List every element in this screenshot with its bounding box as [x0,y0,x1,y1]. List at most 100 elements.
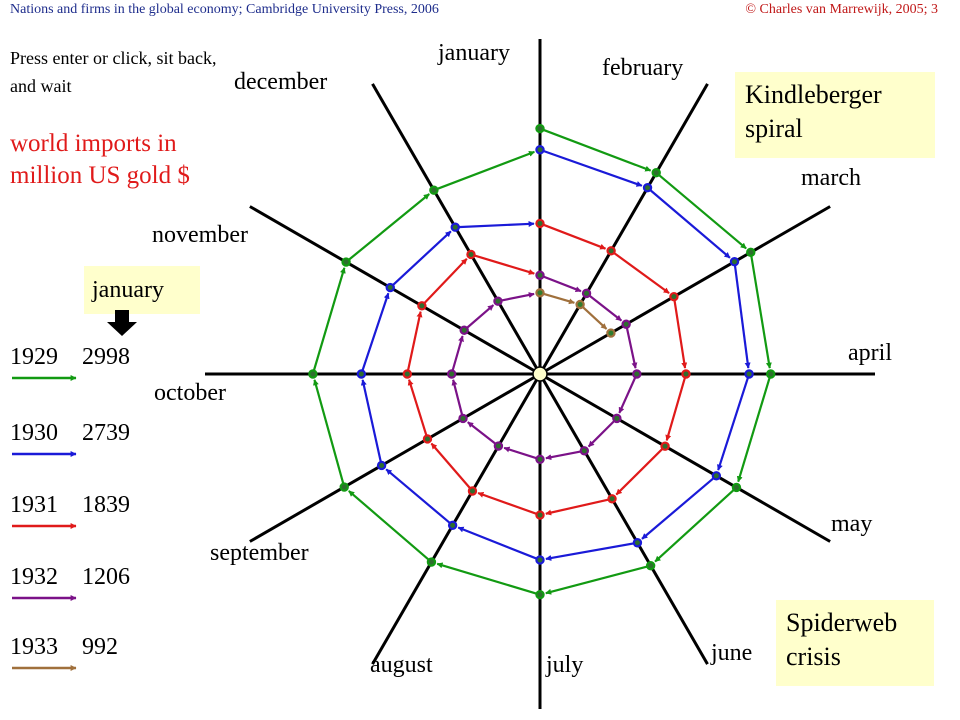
segment-1930-0 [539,148,643,187]
legend-row-1931: 1931 1839 [10,492,130,519]
point-1930-december [450,222,460,232]
segment-1930-3 [716,373,751,471]
point-1929-june [645,560,656,571]
series-1931 [402,218,691,520]
point-1929-february [651,167,661,178]
chart-title: world imports in million US gold $ [10,130,190,189]
month-label-august: august [370,652,433,678]
legend-value: 1839 [82,492,130,518]
legend-value: 992 [82,634,118,660]
legend-year: 1933 [10,634,58,660]
point-1929-october [308,369,318,379]
point-1930-november [385,282,395,293]
point-1931-january [535,218,545,229]
legend-row-1933: 1933 992 [10,634,118,661]
segment-1929-3 [736,373,772,483]
spiderweb-box: Spiderweb crisis [776,600,934,686]
instructions-text: Press enter or click, sit back, and wait [10,48,217,96]
segment-1930-5 [545,541,638,561]
segment-1930-10 [389,230,452,289]
series-1932 [446,270,642,465]
segment-1930-4 [641,474,718,540]
point-1930-march [729,257,740,267]
segment-1932-3 [618,373,638,414]
point-1933-january [535,288,545,298]
point-1932-september [458,413,468,424]
spoke-august [371,373,542,665]
month-label-july: july [546,652,584,678]
point-1929-may [731,482,742,493]
legend-row-1932: 1932 1206 [10,564,130,591]
point-1930-june [632,538,643,548]
point-1929-january [535,123,545,134]
segment-1929-10 [345,193,430,263]
segment-1932-1 [585,292,623,322]
segment-1931-0 [539,222,607,250]
segment-1929-9 [311,267,346,375]
down-arrow-icon [107,310,137,336]
month-label-january: january [438,40,510,66]
point-1929-december [429,185,439,195]
segment-1929-5 [545,564,651,595]
segment-1932-9 [450,335,464,375]
segment-1933-1 [579,303,608,330]
segment-1931-2 [672,296,688,369]
point-1930-july [535,555,545,565]
segment-1931-9 [406,311,423,375]
series-1930 [356,145,754,565]
segment-1932-4 [587,417,618,448]
spoke-march [539,205,831,376]
point-1932-july [535,454,545,465]
segment-1931-6 [477,491,541,517]
point-1932-january [535,270,545,280]
center-point [532,366,548,382]
segment-1932-8 [451,379,465,419]
segment-1932-11 [497,292,535,303]
segment-1932-5 [545,449,585,461]
segment-1929-1 [655,171,747,250]
point-1931-march [669,291,679,302]
month-label-june: june [711,640,753,666]
legend-value: 1206 [82,564,130,590]
segment-1930-8 [360,379,383,466]
segment-1931-5 [545,497,613,516]
legend-year: 1930 [10,420,58,446]
segment-1931-4 [615,445,666,496]
point-1930-october [356,369,367,379]
segment-1929-7 [348,490,433,563]
segment-1930-11 [455,220,535,229]
point-1932-november [459,325,469,335]
segment-1931-7 [430,442,474,492]
month-label-november: november [152,222,248,248]
spoke-february [538,83,709,375]
point-1932-december [493,296,503,306]
segment-1929-6 [436,562,541,596]
header-citation: Nations and firms in the global economy;… [10,2,439,17]
spoke-september [249,372,541,543]
point-1932-august [493,441,504,451]
point-1929-november [341,257,351,267]
segment-1930-2 [733,261,751,369]
series-1929 [308,123,776,600]
legend-row-1930: 1930 2739 [10,420,130,447]
point-1933-march [606,328,616,338]
point-1931-december [466,249,476,260]
legend-year: 1931 [10,492,58,518]
spoke-june [538,373,709,665]
segment-1931-8 [407,379,429,440]
month-label-september: september [210,540,309,566]
legend-row-1929: 1929 2998 [10,344,130,371]
point-1931-june [607,494,617,504]
point-1929-july [535,589,545,600]
point-1932-april [632,369,642,379]
month-label-february: february [602,55,684,81]
series-layer [308,123,776,600]
month-label-october: october [154,380,226,406]
point-1930-february [642,183,653,193]
segment-1931-10 [421,258,468,307]
segment-1929-4 [654,486,738,563]
segment-1929-2 [749,252,772,369]
segment-1932-0 [539,274,582,293]
segment-1932-6 [503,446,541,461]
legend-arrows [12,375,77,671]
